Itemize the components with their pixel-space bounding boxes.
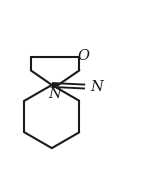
Text: O: O [77,49,89,63]
Text: N: N [48,87,61,101]
Text: N: N [90,80,103,94]
